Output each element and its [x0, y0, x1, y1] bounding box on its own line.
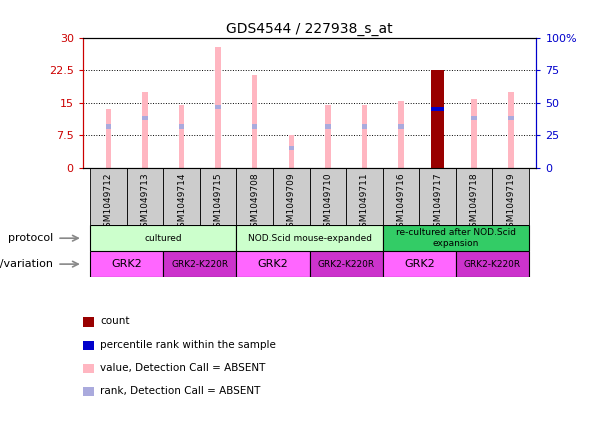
Text: GSM1049716: GSM1049716: [397, 172, 406, 233]
Text: GRK2: GRK2: [404, 259, 435, 269]
Text: percentile rank within the sample: percentile rank within the sample: [100, 340, 276, 350]
Bar: [252, 124, 257, 129]
Text: rank, Detection Call = ABSENT: rank, Detection Call = ABSENT: [100, 386, 261, 396]
Text: GSM1049713: GSM1049713: [140, 172, 150, 233]
Bar: [142, 116, 148, 120]
Bar: [179, 105, 185, 168]
Bar: [398, 124, 404, 129]
Bar: [431, 107, 444, 112]
Bar: [127, 168, 163, 225]
Bar: [179, 124, 185, 129]
Text: NOD.Scid mouse-expanded: NOD.Scid mouse-expanded: [248, 233, 371, 243]
Bar: [289, 146, 294, 150]
Bar: [471, 116, 477, 120]
Bar: [289, 135, 294, 168]
Text: GRK2: GRK2: [257, 259, 288, 269]
Bar: [200, 168, 237, 225]
Text: GSM1049709: GSM1049709: [287, 172, 296, 233]
Bar: [252, 75, 257, 168]
Bar: [431, 71, 444, 168]
Text: GSM1049712: GSM1049712: [104, 172, 113, 233]
Bar: [398, 101, 404, 168]
Text: genotype/variation: genotype/variation: [0, 259, 53, 269]
Bar: [456, 168, 492, 225]
Text: GSM1049714: GSM1049714: [177, 172, 186, 233]
Text: GSM1049710: GSM1049710: [323, 172, 332, 233]
Text: GSM1049708: GSM1049708: [250, 172, 259, 233]
Bar: [105, 109, 111, 168]
Bar: [163, 251, 237, 277]
Bar: [383, 168, 419, 225]
Bar: [383, 225, 529, 251]
Text: protocol: protocol: [8, 233, 53, 243]
Bar: [325, 105, 330, 168]
Text: count: count: [100, 316, 129, 327]
Bar: [346, 168, 383, 225]
Bar: [325, 124, 330, 129]
Bar: [105, 124, 111, 129]
Bar: [90, 251, 163, 277]
Bar: [310, 251, 383, 277]
Text: GSM1049711: GSM1049711: [360, 172, 369, 233]
Text: GRK2-K220R: GRK2-K220R: [171, 260, 229, 269]
Bar: [142, 92, 148, 168]
Text: GSM1049718: GSM1049718: [470, 172, 479, 233]
Bar: [273, 168, 310, 225]
Bar: [419, 168, 456, 225]
Bar: [383, 251, 456, 277]
Bar: [362, 124, 367, 129]
Text: GRK2-K220R: GRK2-K220R: [464, 260, 521, 269]
Text: GSM1049715: GSM1049715: [213, 172, 223, 233]
Bar: [237, 251, 310, 277]
Text: GSM1049717: GSM1049717: [433, 172, 442, 233]
Text: GRK2: GRK2: [112, 259, 142, 269]
Bar: [508, 116, 514, 120]
Bar: [90, 168, 127, 225]
Bar: [508, 92, 514, 168]
Text: re-cultured after NOD.Scid
expansion: re-cultured after NOD.Scid expansion: [396, 228, 516, 248]
Bar: [215, 47, 221, 168]
Title: GDS4544 / 227938_s_at: GDS4544 / 227938_s_at: [226, 22, 393, 36]
Bar: [456, 251, 529, 277]
Text: value, Detection Call = ABSENT: value, Detection Call = ABSENT: [100, 363, 265, 373]
Bar: [310, 168, 346, 225]
Bar: [237, 168, 273, 225]
Text: GRK2-K220R: GRK2-K220R: [318, 260, 375, 269]
Bar: [215, 105, 221, 109]
Bar: [163, 168, 200, 225]
Bar: [237, 225, 383, 251]
Text: GSM1049719: GSM1049719: [506, 172, 516, 233]
Text: cultured: cultured: [145, 233, 182, 243]
Bar: [362, 105, 367, 168]
Bar: [471, 99, 477, 168]
Bar: [90, 225, 237, 251]
Bar: [492, 168, 529, 225]
